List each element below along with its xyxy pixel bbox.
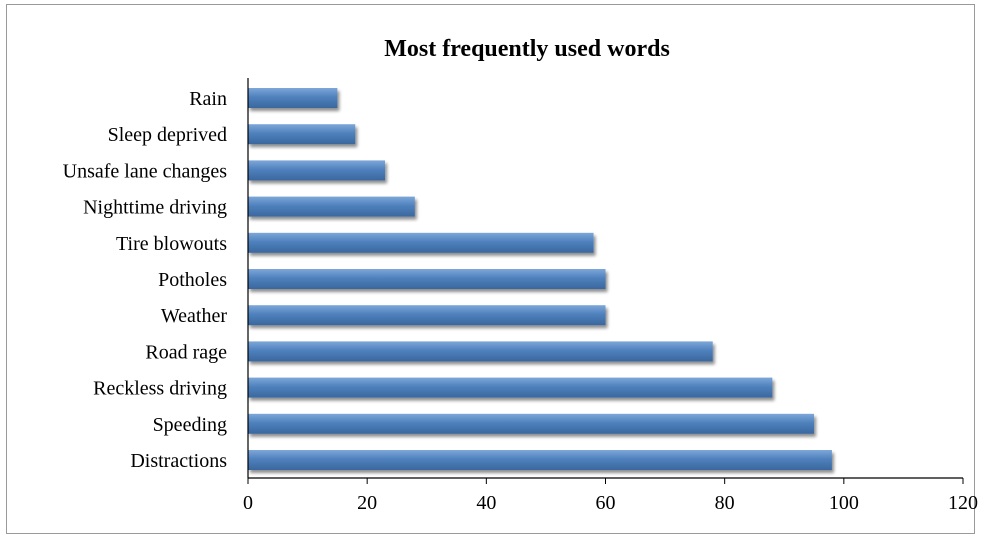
category-labels: Rain Sleep deprived Unsafe lane changes Nig… (63, 88, 228, 472)
category-label: Reckless driving (93, 378, 227, 400)
bar-speeding (248, 413, 815, 434)
x-tick-labels: 0 20 40 60 80 100 120 (243, 478, 978, 514)
x-tick-label: 20 (357, 492, 377, 514)
bar-reckless-driving (248, 377, 773, 398)
category-label: Distractions (130, 450, 227, 472)
category-label: Speeding (153, 414, 227, 436)
bar-tire-blowouts (248, 232, 594, 253)
category-label: Weather (161, 305, 227, 327)
x-tick-label: 100 (829, 492, 859, 514)
category-label: Nighttime driving (83, 197, 227, 219)
x-tick-label: 40 (476, 492, 496, 514)
bar-unsafe-lane-changes (248, 160, 386, 181)
x-tick-label: 60 (596, 492, 616, 514)
category-label: Road rage (145, 341, 227, 363)
bar-sleep-deprived (248, 124, 356, 145)
category-label: Unsafe lane changes (63, 160, 228, 182)
category-label: Potholes (158, 269, 227, 291)
x-tick-label: 120 (948, 492, 978, 514)
category-label: Sleep deprived (108, 124, 227, 146)
bar-distractions (248, 450, 832, 470)
bars-layer (248, 88, 832, 470)
bar-chart: Most frequently used words Rain Sleep dep… (63, 36, 978, 514)
bar-rain (248, 88, 338, 108)
x-tick-label: 0 (243, 492, 253, 514)
category-label: Rain (189, 88, 227, 110)
chart-title: Most frequently used words (384, 36, 670, 62)
bar-potholes (248, 269, 606, 289)
category-label: Tire blowouts (116, 233, 227, 255)
bar-nighttime-driving (248, 196, 415, 217)
bar-weather (248, 305, 606, 326)
x-tick-label: 80 (715, 492, 735, 514)
bar-road-rage (248, 341, 713, 362)
